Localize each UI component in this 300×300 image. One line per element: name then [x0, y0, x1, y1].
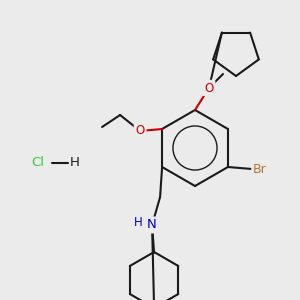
Text: Cl: Cl: [32, 157, 44, 169]
Text: O: O: [204, 82, 214, 94]
Text: Br: Br: [253, 163, 267, 176]
Text: O: O: [136, 124, 145, 137]
Text: H: H: [70, 157, 80, 169]
Text: N: N: [147, 218, 157, 232]
Text: H: H: [134, 217, 142, 230]
